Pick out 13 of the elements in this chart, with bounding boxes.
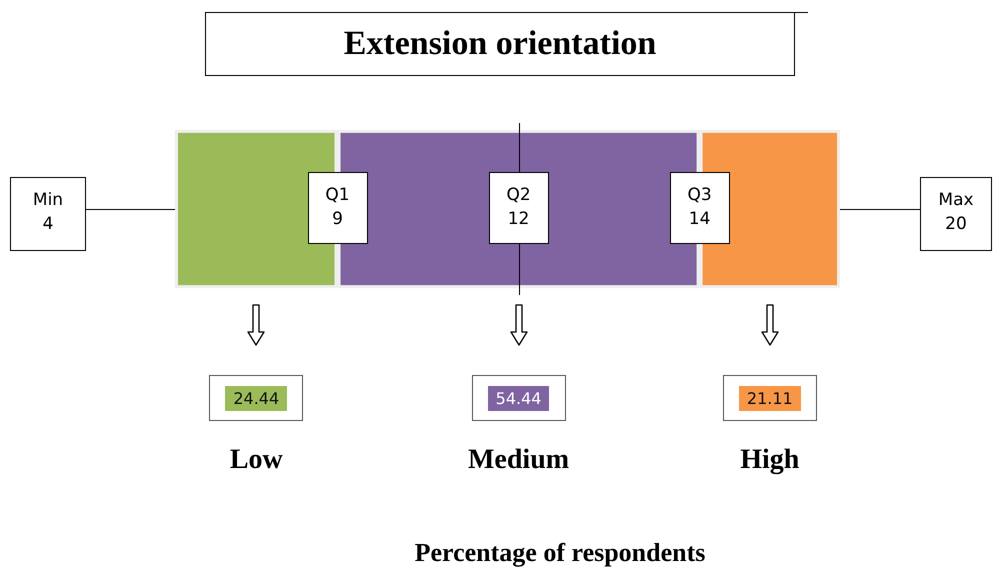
- data-label: 21.11: [738, 386, 801, 410]
- text: Min 4: [10, 177, 86, 251]
- category-label: High: [739, 444, 800, 476]
- text: Q3 14: [670, 172, 730, 244]
- data-label: 24.44: [225, 386, 288, 410]
- text: Q1 9: [308, 172, 368, 244]
- data-label: 54.44: [488, 386, 550, 410]
- text: Max 20: [920, 177, 992, 251]
- category-label: Medium: [467, 444, 570, 476]
- text: Extension orientation: [205, 12, 795, 76]
- text: Q2 12: [488, 172, 549, 244]
- text: Percentage of respondents: [414, 538, 706, 568]
- category-label: Low: [228, 444, 284, 476]
